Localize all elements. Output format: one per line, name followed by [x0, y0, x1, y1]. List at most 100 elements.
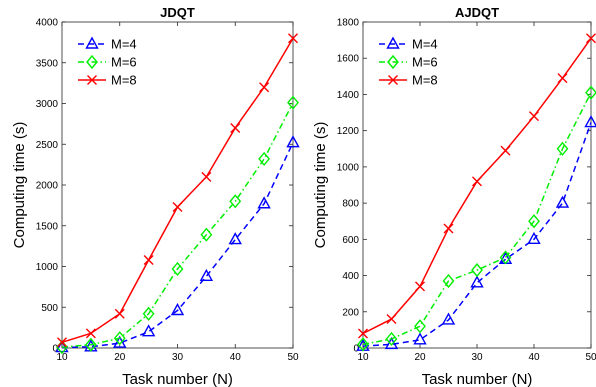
legend-item: M=4: [78, 37, 137, 52]
data-point: [229, 194, 242, 209]
legend-label: M=8: [412, 73, 438, 88]
data-point: [471, 263, 483, 278]
y-tick-label: 3500: [36, 58, 59, 69]
chart-title: JDQT: [160, 5, 195, 20]
data-point: [358, 328, 368, 339]
legend-marker: [386, 36, 400, 49]
legend-label: M=8: [111, 73, 137, 88]
x-tick-label: 50: [287, 352, 299, 363]
series-m-8: [57, 33, 298, 348]
data-point: [199, 268, 214, 281]
y-tick-label: 1200: [337, 126, 360, 137]
data-point: [413, 332, 427, 345]
data-point: [555, 195, 570, 208]
y-tick-label: 2000: [36, 181, 59, 192]
x-tick-label: 40: [230, 352, 242, 363]
data-point: [228, 232, 242, 245]
data-point: [288, 33, 298, 44]
legend: M=4 M=6 M=8: [78, 37, 137, 88]
data-point: [470, 275, 484, 288]
x-tick-label: 40: [528, 352, 540, 363]
data-point: [287, 95, 299, 110]
legend-marker: [86, 54, 98, 70]
x-tick-label: 10: [357, 352, 369, 363]
y-tick-label: 0: [353, 344, 359, 355]
chart-panel-jdqt: JDQT Task number (N) Computing time (s) …: [11, 5, 300, 387]
series-line: [362, 92, 592, 346]
series-line: [362, 122, 592, 347]
y-tick-label: 1500: [36, 221, 59, 232]
data-point: [201, 171, 212, 182]
data-point: [85, 328, 96, 339]
chart-panel-ajdqt: AJDQT Task number (N) Computing time (s)…: [312, 5, 596, 387]
x-axis-label: Task number (N): [122, 371, 233, 387]
x-tick-label: 50: [585, 352, 596, 363]
data-point: [143, 254, 154, 265]
legend-item: M=8: [379, 73, 438, 88]
data-point: [557, 73, 568, 84]
legend-label: M=6: [412, 55, 438, 70]
y-tick-label: 3000: [36, 99, 59, 110]
data-point: [172, 202, 183, 212]
data-point: [527, 231, 541, 245]
data-point: [170, 303, 185, 316]
data-point: [286, 135, 300, 148]
legend-marker: [387, 54, 399, 70]
data-point: [114, 308, 125, 319]
y-tick-label: 600: [342, 235, 359, 246]
data-point: [443, 223, 454, 234]
data-point: [441, 312, 456, 325]
x-tick-label: 30: [172, 352, 184, 363]
series-line: [61, 102, 294, 348]
data-point: [84, 337, 97, 352]
data-point: [259, 82, 270, 93]
y-tick-label: 800: [342, 199, 359, 210]
legend-item: M=4: [379, 37, 438, 52]
legend-label: M=4: [111, 37, 137, 52]
y-tick-label: 4000: [36, 18, 59, 29]
series-layer: [55, 33, 300, 355]
data-point: [385, 331, 398, 347]
series-line: [61, 142, 294, 349]
data-point: [230, 122, 241, 133]
series-line: [362, 37, 592, 335]
data-point: [585, 85, 596, 100]
series-layer: [356, 33, 596, 352]
y-tick-label: 1800: [337, 18, 360, 29]
x-axis: 10 20 30 40 50: [357, 22, 596, 363]
data-point: [499, 250, 512, 265]
data-point: [113, 335, 127, 348]
y-tick-label: 500: [41, 303, 58, 314]
series-m-4: [55, 135, 300, 353]
data-point: [142, 306, 155, 321]
data-point: [529, 111, 539, 122]
data-point: [528, 214, 540, 229]
data-point: [500, 145, 511, 156]
legend: M=4 M=6 M=8: [379, 37, 438, 88]
y-tick-label: 1000: [337, 162, 360, 173]
data-point: [586, 33, 596, 44]
y-tick-label: 1000: [36, 262, 59, 273]
y-axis: 0 200 400 600 800 1000 1200 1400 1600 1800: [337, 18, 591, 355]
data-point: [141, 324, 156, 337]
data-point: [442, 273, 455, 289]
y-tick-label: 0: [52, 344, 58, 355]
legend-label: M=6: [111, 55, 137, 70]
chart-title: AJDQT: [455, 5, 499, 20]
y-tick-label: 1600: [337, 54, 360, 65]
legend-item: M=8: [78, 73, 137, 88]
plot-area: [362, 21, 592, 349]
data-point: [258, 151, 271, 167]
legend-marker: [87, 75, 97, 85]
data-point: [414, 319, 426, 334]
y-tick-label: 400: [342, 271, 359, 282]
y-axis-label: Computing time (s): [11, 122, 28, 249]
series-m-8: [358, 33, 596, 339]
data-point: [113, 331, 126, 346]
x-tick-label: 20: [114, 352, 126, 363]
y-axis-label: Computing time (s): [312, 122, 329, 249]
x-axis: 10 20 30 40 50: [56, 22, 299, 363]
data-point: [257, 196, 271, 209]
y-tick-label: 1400: [337, 90, 360, 101]
legend-marker: [388, 75, 398, 85]
